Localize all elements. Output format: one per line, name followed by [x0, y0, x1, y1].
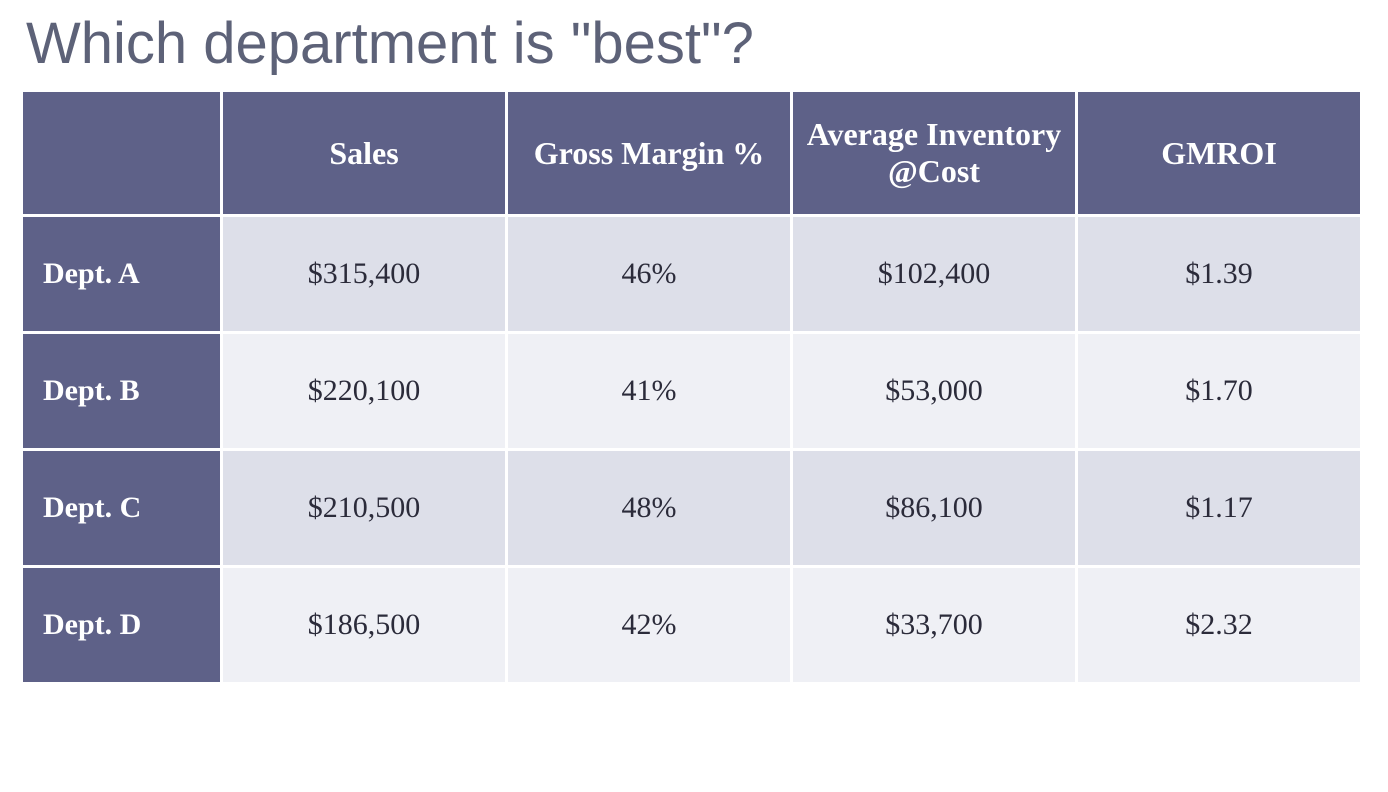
cell-margin: 48%	[507, 450, 792, 567]
row-label: Dept. D	[22, 567, 222, 684]
cell-inventory: $102,400	[792, 216, 1077, 333]
table-header-inventory: Average Inventory @Cost	[792, 91, 1077, 216]
cell-gmroi: $1.39	[1077, 216, 1362, 333]
cell-sales: $210,500	[222, 450, 507, 567]
cell-sales: $315,400	[222, 216, 507, 333]
table-row: Dept. A $315,400 46% $102,400 $1.39	[22, 216, 1362, 333]
department-table: Sales Gross Margin % Average Inventory @…	[20, 89, 1363, 685]
table-header-margin: Gross Margin %	[507, 91, 792, 216]
table-row: Dept. B $220,100 41% $53,000 $1.70	[22, 333, 1362, 450]
cell-gmroi: $1.70	[1077, 333, 1362, 450]
cell-inventory: $86,100	[792, 450, 1077, 567]
slide-title: Which department is "best"?	[26, 10, 1368, 77]
cell-gmroi: $1.17	[1077, 450, 1362, 567]
table-row: Dept. D $186,500 42% $33,700 $2.32	[22, 567, 1362, 684]
table-header-gmroi: GMROI	[1077, 91, 1362, 216]
cell-margin: 42%	[507, 567, 792, 684]
cell-inventory: $53,000	[792, 333, 1077, 450]
cell-inventory: $33,700	[792, 567, 1077, 684]
cell-gmroi: $2.32	[1077, 567, 1362, 684]
table-header-sales: Sales	[222, 91, 507, 216]
cell-margin: 46%	[507, 216, 792, 333]
slide: Which department is "best"? Sales Gross …	[0, 0, 1388, 792]
table-header-row: Sales Gross Margin % Average Inventory @…	[22, 91, 1362, 216]
cell-sales: $186,500	[222, 567, 507, 684]
row-label: Dept. A	[22, 216, 222, 333]
cell-sales: $220,100	[222, 333, 507, 450]
row-label: Dept. B	[22, 333, 222, 450]
table-row: Dept. C $210,500 48% $86,100 $1.17	[22, 450, 1362, 567]
table-header-empty	[22, 91, 222, 216]
row-label: Dept. C	[22, 450, 222, 567]
cell-margin: 41%	[507, 333, 792, 450]
